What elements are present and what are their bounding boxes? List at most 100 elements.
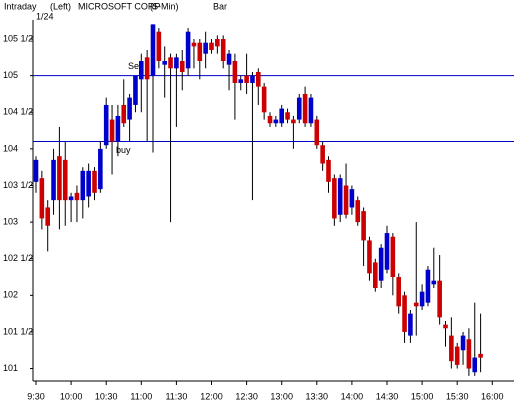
candle-body [472, 357, 478, 373]
candle-body [203, 42, 208, 54]
candle-body [314, 119, 320, 146]
candle-body [437, 280, 442, 318]
candle-body [454, 346, 460, 365]
header-side: (Left) [50, 1, 71, 11]
candle-body [168, 57, 173, 69]
candle-body [332, 178, 337, 219]
candle-body [92, 170, 97, 193]
candle-body [326, 159, 331, 182]
candle-body [302, 93, 308, 124]
candle-body [460, 335, 466, 351]
candle-body [320, 145, 325, 164]
candle-body [256, 71, 261, 87]
candle-body [74, 192, 80, 201]
candle-body [378, 247, 384, 281]
x-tick-label: 16:00 [481, 391, 504, 401]
candle-body [103, 104, 109, 146]
candle-body [349, 189, 355, 208]
candle-body [413, 302, 419, 307]
candle-body [267, 115, 273, 124]
candle-body [402, 295, 407, 332]
candle-body [425, 269, 431, 303]
header-interval: (5-Min) [150, 1, 179, 11]
candle-body [39, 178, 45, 219]
header-date: 1/24 [36, 11, 54, 21]
candle-body [443, 324, 448, 329]
signal-label: Sell [128, 61, 143, 71]
candle-body [197, 42, 203, 62]
candle-body [220, 39, 226, 62]
y-tick-label: 101 1/2 [3, 326, 33, 336]
candle-body [68, 196, 74, 201]
candle-body [238, 79, 244, 83]
candle-body [244, 75, 249, 83]
x-tick-label: 14:00 [341, 391, 364, 401]
x-tick-label: 11:00 [130, 391, 152, 401]
y-tick-label: 103 [3, 216, 18, 226]
y-tick-label: 104 [3, 143, 18, 153]
candle-body [185, 31, 191, 69]
candle-body [86, 170, 91, 197]
candle-body [62, 159, 68, 201]
candle-body [431, 280, 437, 285]
x-tick-label: 10:00 [60, 391, 83, 401]
candle-body [232, 61, 238, 83]
candle-body [367, 240, 372, 274]
y-tick-label: 105 [3, 70, 18, 80]
candle-body [98, 148, 103, 190]
x-tick-label: 12:30 [235, 391, 258, 401]
candle-body [115, 115, 121, 142]
x-tick-label: 10:30 [95, 391, 118, 401]
candle-body [337, 178, 343, 215]
candle-body [449, 335, 454, 362]
header-title: MICROSOFT CORP [78, 1, 160, 11]
header-style: Bar [213, 1, 227, 11]
x-tick-label: 11:30 [165, 391, 187, 401]
candle-body [179, 61, 185, 72]
x-tick-label: 14:30 [376, 391, 399, 401]
candle-body [261, 86, 267, 113]
candle-body [355, 200, 361, 223]
candle-body [109, 119, 115, 142]
y-tick-label: 103 1/2 [3, 180, 33, 190]
candle-body [133, 75, 138, 105]
candle-body [279, 108, 284, 124]
candle-body [80, 170, 86, 201]
candle-body [408, 313, 413, 336]
candle-body [384, 233, 390, 270]
candle-body [308, 97, 314, 124]
x-tick-label: 9:30 [27, 391, 45, 401]
y-tick-label: 101 [3, 363, 18, 373]
y-tick-label: 102 [3, 290, 18, 300]
candle-body [121, 104, 127, 124]
x-tick-label: 12:00 [200, 391, 223, 401]
candle-body [209, 42, 214, 51]
candle-body [291, 119, 296, 124]
y-tick-label: 102 1/2 [3, 253, 33, 263]
x-tick-label: 15:00 [411, 391, 434, 401]
y-tick-label: 105 1/2 [3, 33, 33, 43]
candle-body [361, 211, 366, 241]
candle-body [33, 159, 39, 182]
candle-body [191, 42, 197, 47]
candle-body [250, 75, 255, 83]
candle-body [57, 156, 62, 201]
candle-body [51, 159, 56, 201]
candle-body [478, 353, 483, 358]
x-tick-label: 15:30 [446, 391, 469, 401]
candle-body [127, 97, 132, 120]
candle-body [396, 277, 401, 307]
y-tick-label: 104 1/2 [3, 107, 33, 117]
x-tick-label: 13:00 [270, 391, 293, 401]
candle-body [174, 57, 179, 69]
candle-body [343, 185, 349, 215]
candle-body [226, 53, 232, 65]
candle-body [466, 339, 472, 369]
signal-label: buy [116, 145, 131, 155]
header-mode: Intraday [4, 1, 37, 11]
candle-body [139, 61, 144, 80]
candle-body [45, 207, 50, 226]
candle-body [215, 39, 220, 47]
